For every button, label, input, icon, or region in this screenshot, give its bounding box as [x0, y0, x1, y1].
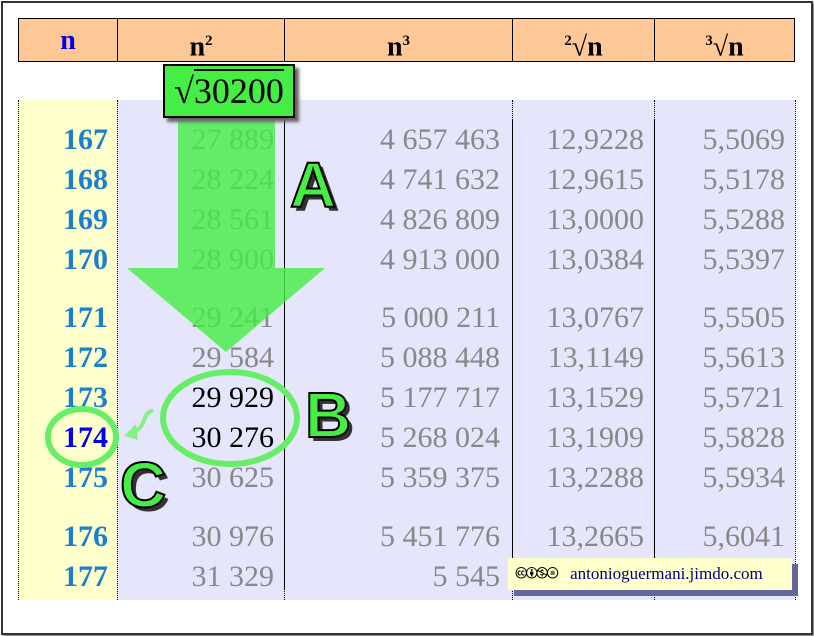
cell-r2: 13,1149 [547, 341, 644, 374]
cell-r3: 5,5934 [702, 461, 786, 494]
cell-r3: 5,5397 [702, 243, 786, 276]
n-column [18, 100, 117, 600]
cell-r3: 5,5288 [702, 203, 786, 236]
n2-exp: 2 [205, 33, 213, 49]
cell-n: 167 [63, 123, 108, 156]
cell-r3: 5,5828 [702, 421, 786, 454]
header-sqrt3: 3√n [654, 18, 795, 62]
cell-n3: 5 359 375 [380, 461, 500, 494]
cell-r2: 13,2665 [546, 520, 645, 553]
sqrt-symbol: √ [174, 71, 194, 111]
cell-n3: 5 088 448 [380, 341, 500, 374]
cell-n3: 4 913 000 [380, 243, 500, 276]
divider [654, 120, 655, 590]
cell-r3: 5,5069 [702, 123, 786, 156]
cell-r3: 5,5505 [702, 301, 786, 334]
cell-r3: 5,5613 [702, 341, 786, 374]
cell-n3: 4 826 809 [380, 203, 500, 236]
label-a: A [289, 148, 337, 222]
cell-n2: 31 329 [191, 560, 275, 593]
cell-r2: 12,9228 [546, 123, 645, 156]
cell-r2: 13,1909 [546, 421, 645, 454]
sqrt3-index: 3 [705, 33, 713, 49]
cell-n2: 29 584 [191, 341, 275, 374]
cell-n: 176 [63, 520, 108, 553]
cell-n2: 29 929 [191, 381, 275, 414]
cell-r2: 12,9615 [546, 163, 645, 196]
divider [795, 100, 796, 600]
small-arrow-head [124, 424, 138, 440]
credit-link[interactable]: antonioguermani.jimdo.com [570, 564, 763, 583]
credit-badge: 🅭🅯🄏⊜ antonioguermani.jimdo.com [508, 558, 792, 590]
cell-n: 174 [63, 421, 108, 454]
cell-n: 170 [63, 243, 108, 276]
label-b: B [304, 378, 352, 452]
divider [117, 100, 118, 600]
label-c: C [119, 448, 167, 522]
cell-r2: 13,0384 [546, 243, 645, 276]
cell-n3: 5 000 211 [381, 301, 500, 334]
sqrt-box: √30200 [163, 64, 295, 118]
cell-r3: 5,5178 [702, 163, 786, 196]
cell-n: 172 [63, 341, 108, 374]
header-n2: n2 [117, 18, 285, 62]
divider [18, 100, 19, 600]
cell-r3: 5,6041 [702, 520, 786, 553]
cell-r2: 13,0767 [546, 301, 645, 334]
cell-n3: 4 741 632 [380, 163, 500, 196]
header-sqrt2: 2√n [512, 18, 655, 62]
cc-license-icon: 🅭🅯🄏⊜ [516, 564, 558, 583]
n3-base: n [386, 31, 403, 63]
cell-n: 177 [63, 560, 108, 593]
sqrt-value: 30200 [193, 69, 284, 111]
divider [284, 120, 285, 590]
divider [512, 120, 513, 590]
highlight-circle-b [160, 369, 300, 467]
sqrt2-index: 2 [564, 33, 572, 49]
cell-r3: 5,5721 [702, 381, 786, 414]
cell-n3: 5 545 [432, 560, 501, 593]
n2-base: n [189, 31, 206, 63]
cell-n3: 5 268 024 [380, 421, 500, 454]
n3-exp: 3 [402, 33, 411, 49]
sqrt2-label: √n [571, 31, 603, 63]
cell-r2: 13,0000 [546, 203, 645, 236]
header-n: n [18, 18, 118, 62]
cell-n3: 4 657 463 [380, 123, 500, 156]
cell-n3: 5 451 776 [380, 520, 500, 553]
cell-n: 168 [63, 163, 108, 196]
cell-n2: 30 276 [191, 421, 275, 454]
down-arrow-icon [127, 118, 325, 352]
cell-n: 169 [63, 203, 108, 236]
cell-r2: 13,2288 [546, 461, 645, 494]
sqrt3-label: √n [712, 31, 744, 63]
cell-r2: 13,1529 [546, 381, 645, 414]
cell-n3: 5 177 717 [380, 381, 500, 414]
cell-n: 171 [63, 301, 108, 334]
cell-n2: 30 976 [191, 520, 275, 553]
highlight-circle-c [45, 406, 119, 468]
header-n3: n3 [284, 18, 513, 62]
